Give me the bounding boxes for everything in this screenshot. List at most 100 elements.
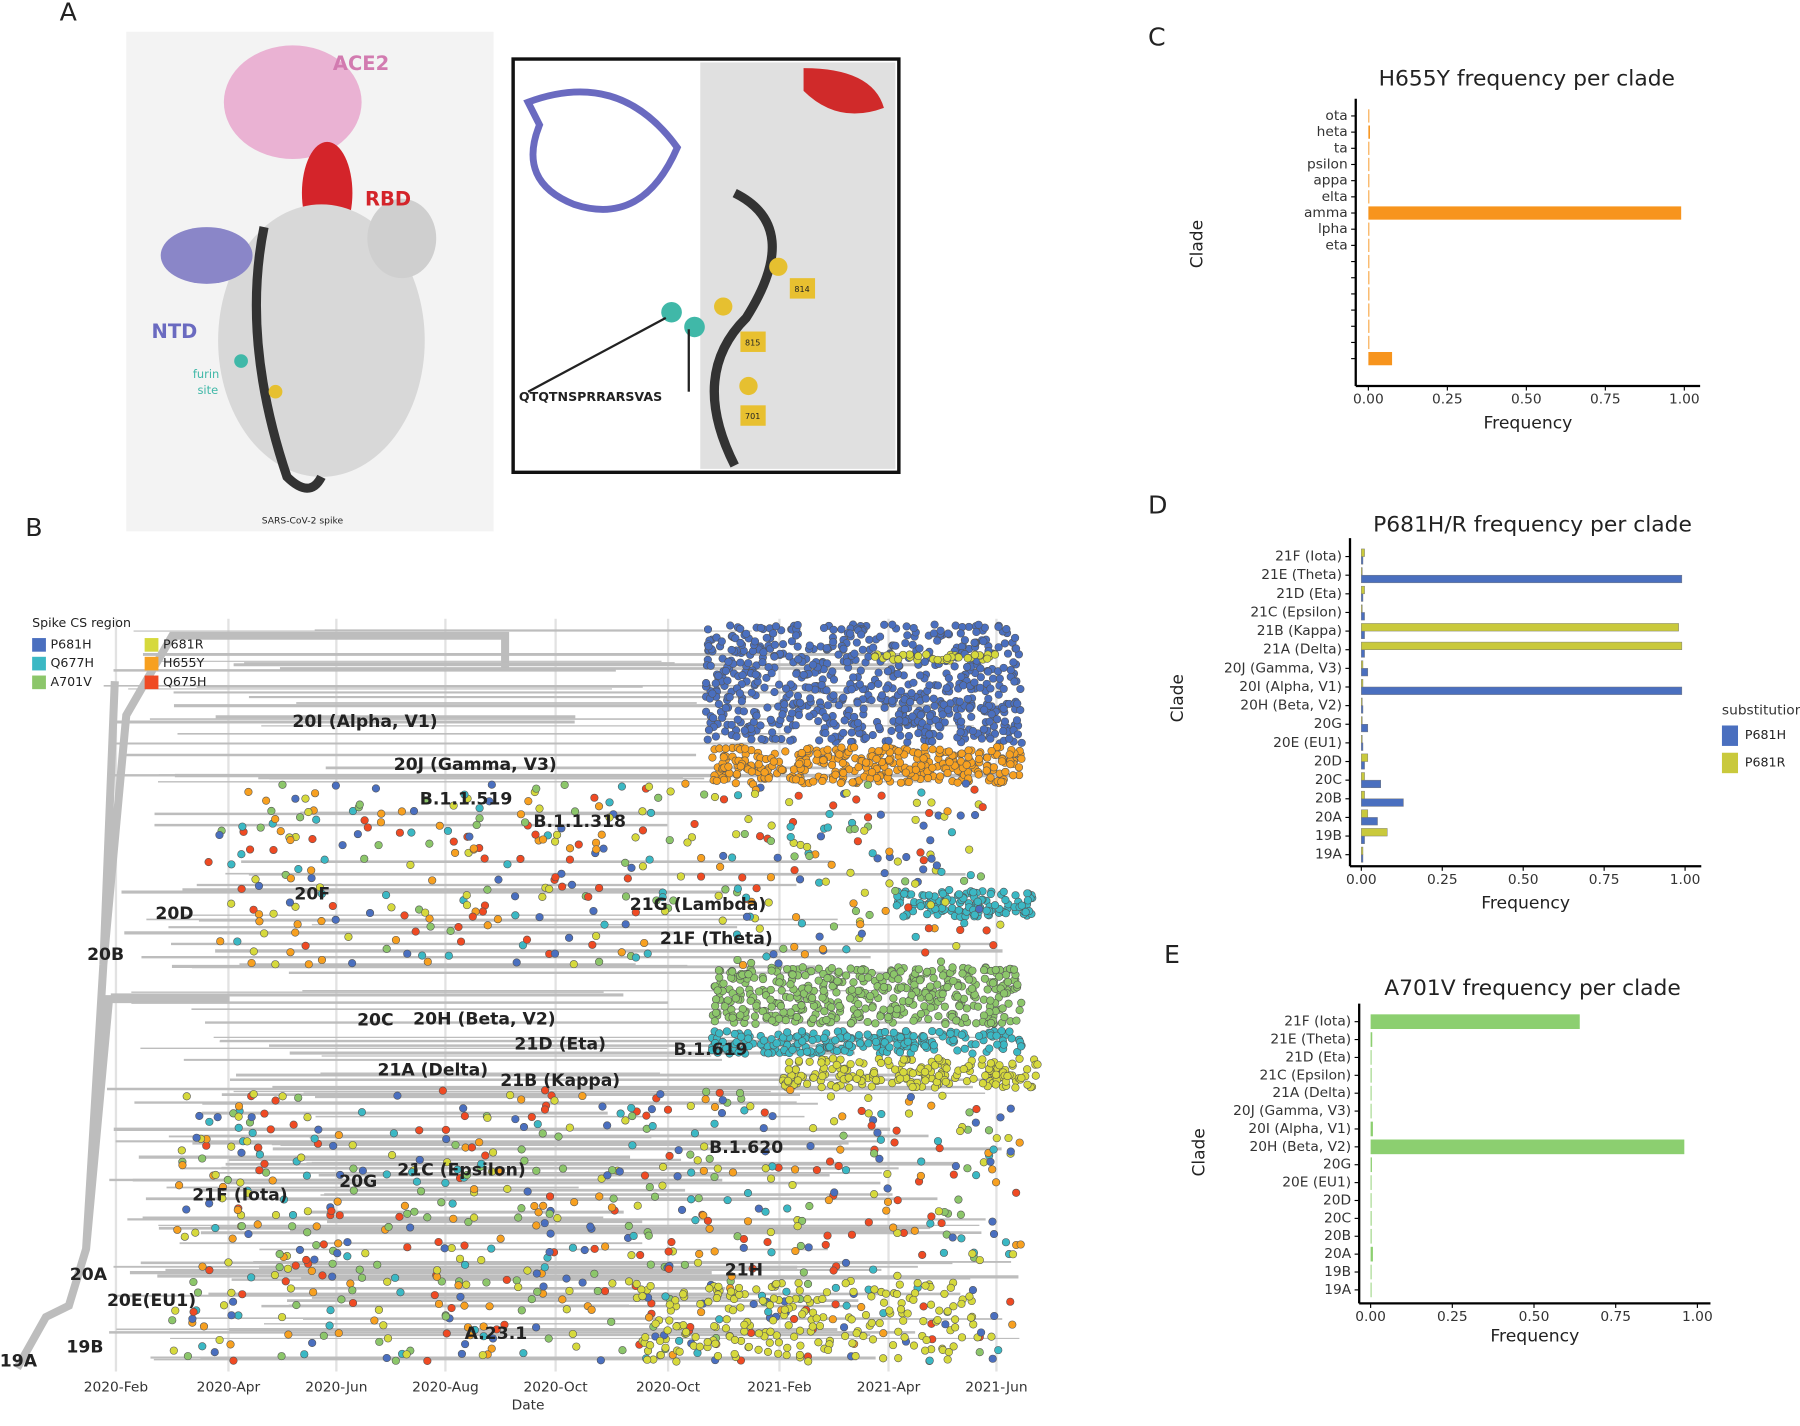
sample-dot bbox=[711, 1018, 719, 1025]
y-tick-label: 21C (Epsilon) bbox=[1250, 604, 1342, 620]
sample-dot bbox=[198, 1155, 206, 1162]
sample-dot bbox=[967, 713, 975, 720]
sample-dot bbox=[334, 1240, 342, 1247]
sample-dot bbox=[768, 822, 776, 829]
sample-dot bbox=[928, 1027, 936, 1034]
sample-dot bbox=[1010, 966, 1018, 973]
sample-dot bbox=[945, 886, 953, 893]
sample-dot bbox=[426, 840, 434, 847]
sample-dot bbox=[589, 941, 597, 948]
bar bbox=[1361, 828, 1387, 836]
clade-label: 20H (Beta, V2) bbox=[413, 1010, 555, 1030]
sample-dot bbox=[697, 873, 705, 880]
x-tick-label: 2020-Oct bbox=[636, 1379, 701, 1395]
sample-dot bbox=[796, 1351, 804, 1358]
sample-dot bbox=[970, 1075, 978, 1082]
sample-dot bbox=[790, 943, 798, 950]
sample-dot bbox=[830, 1189, 838, 1196]
sample-dot bbox=[915, 965, 923, 972]
sample-dot bbox=[960, 877, 968, 884]
sample-dot bbox=[668, 1238, 676, 1245]
sample-dot bbox=[745, 815, 753, 822]
bar bbox=[1368, 352, 1392, 365]
sample-dot bbox=[967, 871, 975, 878]
sample-dot bbox=[261, 1160, 269, 1167]
legend-swatch bbox=[145, 676, 159, 690]
inset-residue: 815 bbox=[745, 338, 760, 347]
sample-dot bbox=[396, 829, 404, 836]
sample-dot bbox=[737, 763, 745, 770]
sample-dot bbox=[832, 1084, 840, 1091]
sample-dot bbox=[278, 1313, 286, 1320]
sample-dot bbox=[398, 808, 406, 815]
sample-dot bbox=[598, 831, 606, 838]
sample-dot bbox=[545, 885, 553, 892]
sample-dot bbox=[871, 653, 879, 660]
sample-dot bbox=[1000, 888, 1008, 895]
sample-dot bbox=[856, 1058, 864, 1065]
sample-dot bbox=[822, 1241, 830, 1248]
sample-dot bbox=[986, 718, 994, 725]
bar bbox=[1361, 743, 1363, 751]
sample-dot bbox=[760, 1124, 768, 1131]
sample-dot bbox=[238, 1222, 246, 1229]
sample-dot bbox=[891, 1139, 899, 1146]
inset-sequence: QTQTNSPRRARSVAS bbox=[519, 389, 662, 404]
sample-dot bbox=[532, 1324, 540, 1331]
sample-dot bbox=[1024, 890, 1032, 897]
sample-dot bbox=[969, 727, 977, 734]
sample-dot bbox=[551, 950, 559, 957]
sample-dot bbox=[946, 758, 954, 765]
sample-dot bbox=[269, 1177, 277, 1184]
sample-dot bbox=[394, 1092, 402, 1099]
sample-dot bbox=[484, 886, 492, 893]
sample-dot bbox=[796, 1327, 804, 1334]
sample-dot bbox=[728, 721, 736, 728]
sample-dot bbox=[448, 1244, 456, 1251]
sample-dot bbox=[816, 1046, 824, 1053]
sample-dot bbox=[715, 700, 723, 707]
sample-dot bbox=[855, 763, 863, 770]
sample-dot bbox=[970, 889, 978, 896]
sample-dot bbox=[406, 1224, 414, 1231]
sample-dot bbox=[989, 979, 997, 986]
sample-dot bbox=[532, 785, 540, 792]
sample-dot bbox=[813, 757, 821, 764]
sample-dot bbox=[722, 667, 730, 674]
sample-dot bbox=[952, 1162, 960, 1169]
sample-dot bbox=[819, 1295, 827, 1302]
sample-dot bbox=[852, 796, 860, 803]
sample-dot bbox=[855, 1031, 863, 1038]
sample-dot bbox=[1004, 978, 1012, 985]
sample-dot bbox=[996, 675, 1004, 682]
sample-dot bbox=[963, 663, 971, 670]
sample-dot bbox=[875, 669, 883, 676]
sample-dot bbox=[289, 1211, 297, 1218]
sample-dot bbox=[910, 679, 918, 686]
bar bbox=[1361, 623, 1678, 631]
sample-dot bbox=[980, 966, 988, 973]
sample-dot bbox=[581, 1246, 589, 1253]
sample-dot bbox=[839, 729, 847, 736]
sample-dot bbox=[196, 1112, 204, 1119]
sample-dot bbox=[983, 907, 991, 914]
sample-dot bbox=[441, 1245, 449, 1252]
sample-dot bbox=[349, 1287, 357, 1294]
sample-dot bbox=[805, 985, 813, 992]
bar bbox=[1368, 336, 1369, 349]
y-tick-label: amma bbox=[1304, 205, 1348, 221]
sample-dot bbox=[354, 830, 362, 837]
sample-dot bbox=[302, 942, 310, 949]
sample-dot bbox=[734, 791, 742, 798]
sample-dot bbox=[704, 1217, 712, 1224]
sample-dot bbox=[212, 1171, 220, 1178]
sample-dot bbox=[771, 641, 779, 648]
y-tick-label: 19A bbox=[1315, 847, 1343, 863]
sample-dot bbox=[886, 880, 894, 887]
sample-dot bbox=[528, 1295, 536, 1302]
sample-dot bbox=[255, 910, 263, 917]
x-tick-label: 0.50 bbox=[1519, 1309, 1550, 1325]
sample-dot bbox=[539, 1130, 547, 1137]
sample-dot bbox=[303, 1172, 311, 1179]
